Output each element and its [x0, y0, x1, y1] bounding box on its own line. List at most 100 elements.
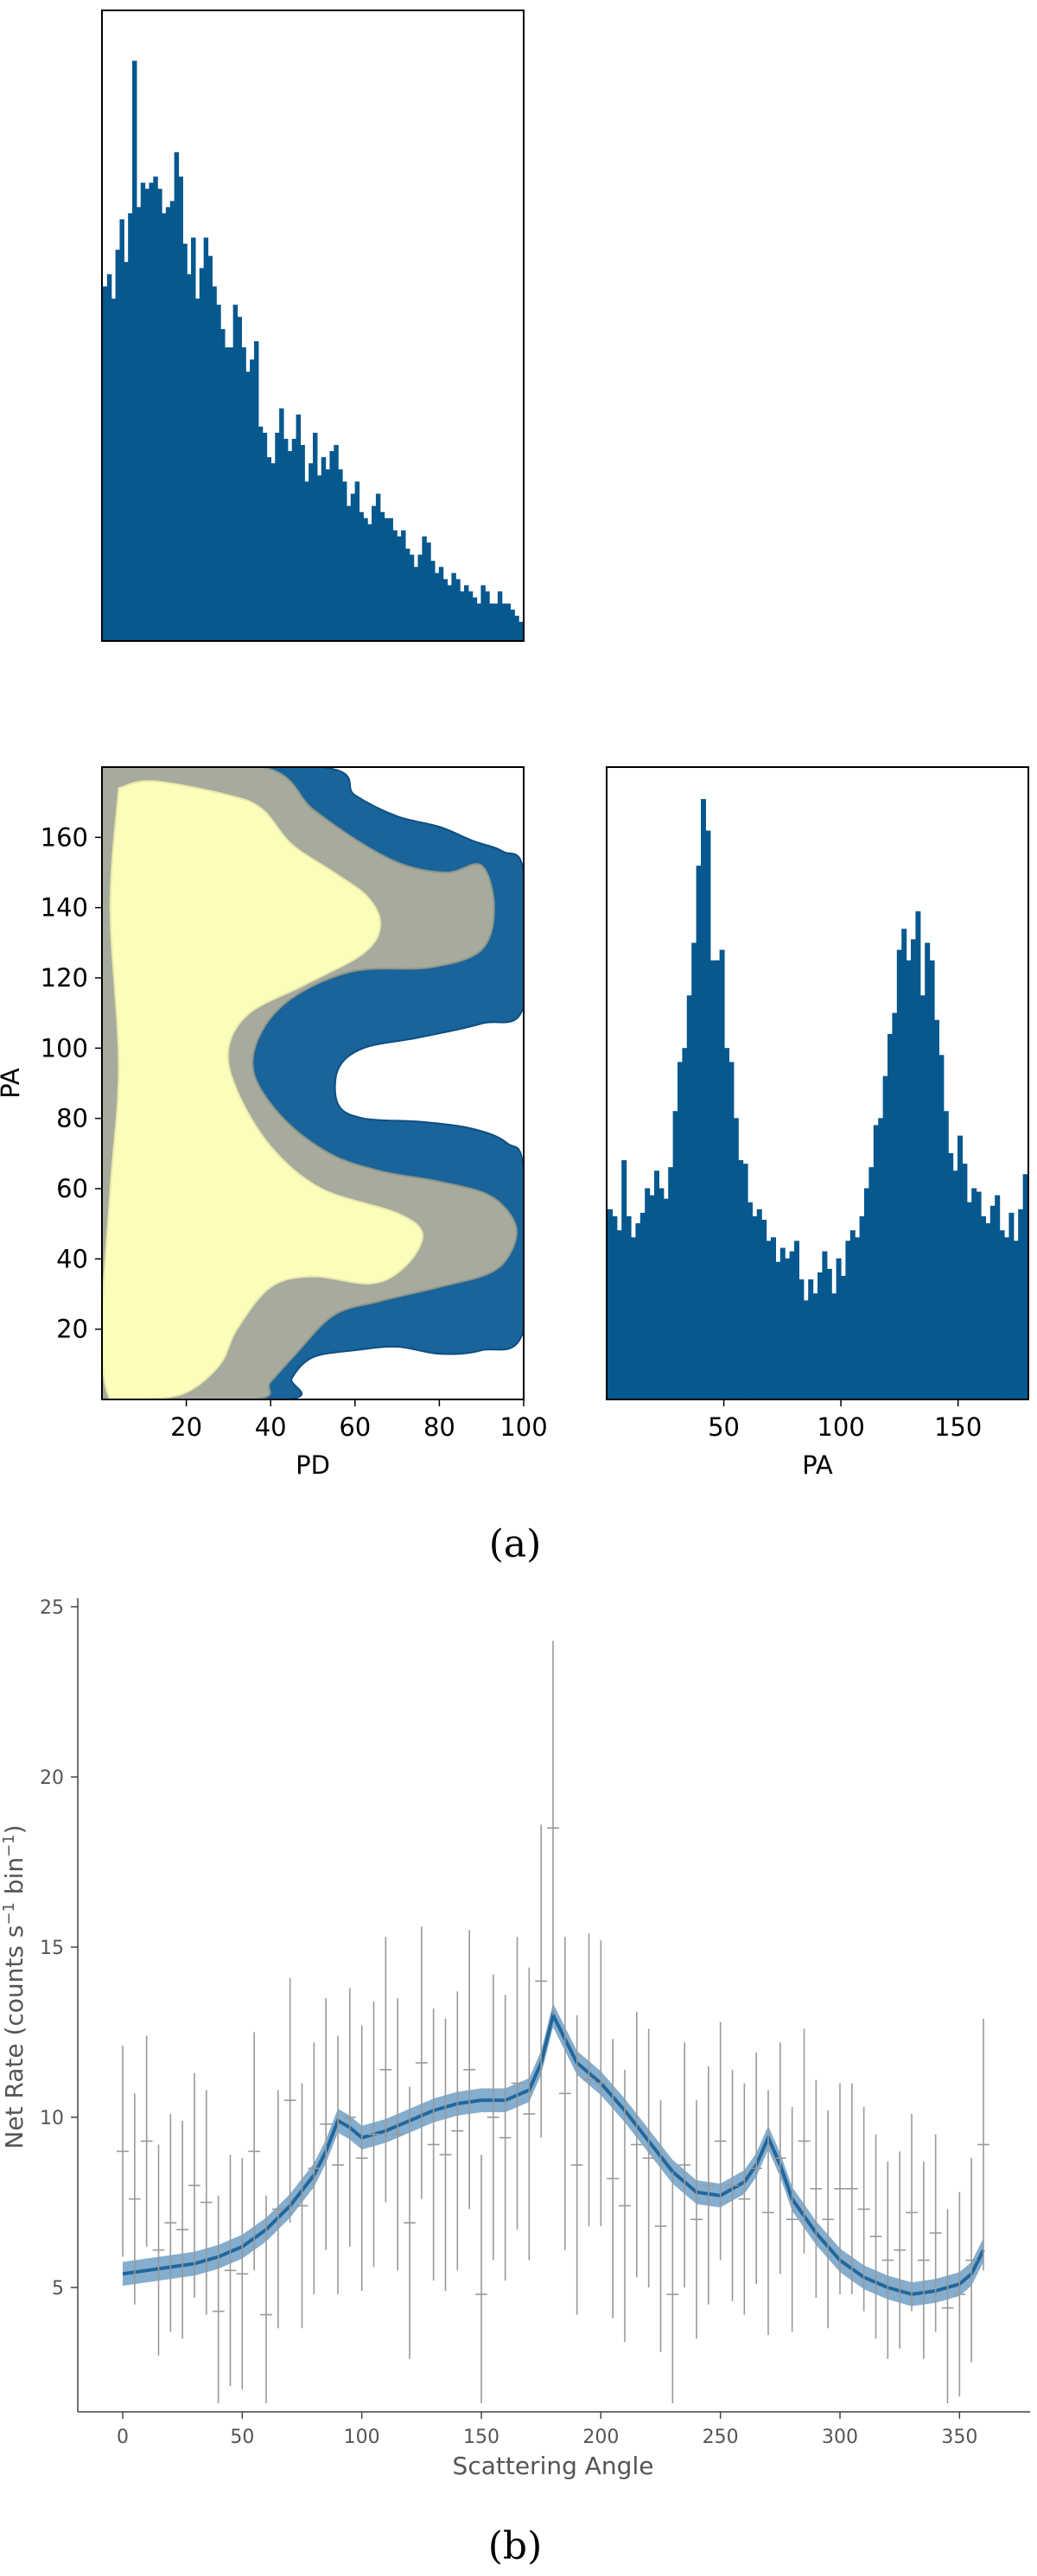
pa-bar [995, 1195, 1001, 1399]
pa-bar [785, 1258, 791, 1399]
pd-bar [489, 603, 494, 640]
pd-bar [434, 573, 440, 640]
pd-bar [497, 591, 503, 640]
pa-bar [919, 995, 926, 1399]
pa-bar [775, 1261, 781, 1399]
pa-bar [668, 1167, 674, 1399]
pa-bar [761, 1220, 767, 1399]
pa-bar [981, 1215, 986, 1399]
pd-bar [258, 426, 264, 640]
pa-bar [812, 1293, 818, 1399]
pd-bar [384, 517, 390, 640]
pd-bar [212, 286, 217, 640]
pd-bar [409, 555, 415, 640]
pd-bar [518, 621, 524, 640]
pa-bar [724, 1048, 729, 1399]
pa-bar [748, 1202, 753, 1399]
pa-bar [658, 1188, 665, 1399]
pa-bar [608, 1209, 613, 1399]
pa-bar [868, 1167, 875, 1399]
pd-bar [438, 567, 444, 640]
scattering-x-tick-label: 250 [703, 2427, 739, 2448]
pa-bar [831, 1293, 837, 1399]
pd-bar [379, 511, 385, 640]
pd-bar [316, 475, 322, 640]
pd-bar [363, 517, 368, 640]
scattering-x-tick-label: 350 [941, 2427, 977, 2448]
pd-bar [106, 274, 112, 640]
pd-bar [329, 451, 334, 640]
pa-bar [691, 942, 697, 1399]
pa-histogram-x-label: PA [802, 1450, 833, 1480]
contour-y-tick-label: 20 [56, 1315, 88, 1344]
pd-bar [388, 517, 393, 640]
pd-bar [178, 176, 183, 640]
pd-bar [119, 219, 124, 641]
pd-bar [128, 213, 133, 641]
pd-bar [375, 493, 381, 640]
pd-bar [514, 615, 519, 640]
pd-bar [300, 445, 305, 640]
model-band-fill [123, 2003, 983, 2306]
pa-bar [859, 1215, 865, 1399]
pa-x-tick-label: 150 [934, 1412, 982, 1442]
pa-bar [798, 1279, 805, 1399]
pd-bar [224, 347, 230, 640]
pa-bar [742, 1164, 748, 1399]
pa-bar [887, 1033, 893, 1399]
pa-bar [818, 1272, 823, 1399]
pa-bar [794, 1240, 799, 1399]
pd-bar [165, 206, 171, 641]
scattering-y-tick-label: 5 [52, 2278, 64, 2300]
pa-x-tick-label: 50 [708, 1412, 740, 1442]
pd-bar [304, 481, 309, 640]
pa-bar [645, 1188, 651, 1399]
pd-bar [241, 347, 246, 640]
pa-bar [873, 1125, 879, 1399]
pd-bar [367, 523, 372, 640]
pa-bar [882, 1075, 888, 1399]
pd-bar [140, 182, 146, 640]
pa-bar [855, 1237, 861, 1399]
scattering-y-tick-label: 15 [40, 1938, 64, 1959]
pd-bar [132, 60, 137, 641]
pd-bar [291, 439, 297, 640]
pd-bar [510, 609, 515, 640]
pa-bar [849, 1230, 856, 1399]
pa-bar [929, 960, 935, 1399]
pd-bar [103, 286, 108, 640]
pd-bar [447, 585, 452, 640]
pa-bar [822, 1251, 828, 1399]
pa-bar [864, 1188, 869, 1399]
pd-bar [115, 250, 121, 640]
pa-bar [966, 1202, 972, 1399]
pa-bar [779, 1247, 786, 1399]
contour-y-label: PA [0, 1068, 25, 1099]
contour-x-tick-label: 40 [255, 1412, 287, 1442]
pa-bar [1022, 1174, 1028, 1399]
pd-bar [207, 256, 213, 640]
contour-x-ticks: 20 40 60 80 100 [170, 1399, 548, 1442]
pa-bar [789, 1251, 795, 1399]
pd-bar [472, 597, 478, 640]
pa-bar [957, 1135, 963, 1399]
pa-bar [728, 1062, 735, 1399]
pd-bar [199, 268, 205, 640]
pd-bar [162, 213, 167, 641]
contour-y-tick-label: 100 [41, 1033, 88, 1063]
pd-bar [228, 347, 234, 640]
pd-bar [124, 262, 129, 640]
pd-bar [262, 432, 268, 640]
pa-bar [705, 830, 711, 1399]
pa-bar [906, 960, 912, 1399]
scattering-x-tick-label: 150 [463, 2427, 499, 2448]
pa-bar [626, 1215, 632, 1399]
pd-bar [313, 432, 318, 640]
pd-bar [194, 298, 200, 640]
pd-bar [136, 206, 142, 641]
contour-x-tick-label: 100 [499, 1412, 547, 1442]
pd-bar [455, 579, 461, 640]
pa-bar [971, 1188, 977, 1399]
pa-bar [621, 1160, 627, 1399]
pd-bar [232, 304, 239, 640]
